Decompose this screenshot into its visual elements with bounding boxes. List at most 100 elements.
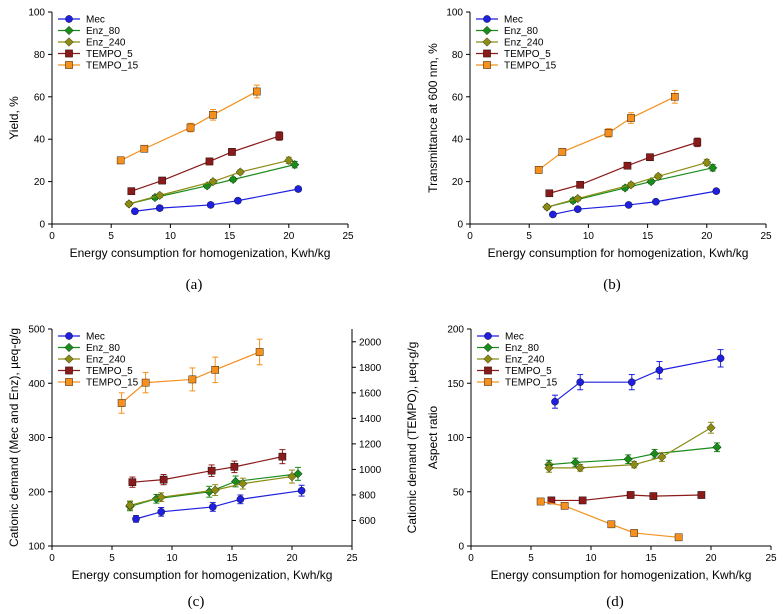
data-point <box>702 157 712 168</box>
legend-marker <box>65 366 73 375</box>
y-tick-label: 200 <box>28 487 45 498</box>
data-point <box>205 157 214 166</box>
data-point <box>206 201 215 209</box>
data-point <box>156 492 166 502</box>
data-point <box>230 463 239 471</box>
series-TEMPO_15 <box>534 89 679 174</box>
legend-marker <box>483 61 491 69</box>
data-point <box>255 348 264 356</box>
series-Mec <box>131 185 303 216</box>
y-tick-label: 80 <box>452 50 464 61</box>
x-tick-label: 5 <box>108 231 114 242</box>
legend-marker <box>484 332 492 340</box>
legend-label: Enz_240 <box>505 355 545 366</box>
legend-marker <box>484 378 492 386</box>
y2-tick-label: 2000 <box>359 337 382 348</box>
data-point <box>697 491 706 499</box>
data-point <box>228 148 236 156</box>
data-point <box>253 87 261 96</box>
data-point <box>207 466 216 475</box>
legend-marker <box>483 354 493 364</box>
data-point <box>655 366 664 375</box>
y-axis-title: Yield, % <box>7 96 21 140</box>
x-tick-label: 10 <box>585 553 597 564</box>
data-point <box>284 155 294 165</box>
series-line <box>128 159 289 205</box>
series-Enz_240 <box>544 421 716 473</box>
chart-panel-4: 0 5 10 15 20 25 0 50 100 150 200 Energy consumption… <box>426 325 777 611</box>
y-tick-label: 500 <box>28 325 45 336</box>
data-point <box>545 189 554 198</box>
y2-tick-label: 1200 <box>359 439 382 450</box>
panel-label: (b) <box>603 277 621 293</box>
data-point <box>287 471 297 482</box>
data-point <box>706 423 716 433</box>
data-point <box>140 144 149 153</box>
data-point <box>627 114 635 122</box>
data-point <box>628 378 636 386</box>
x-tick-label: 15 <box>642 231 654 242</box>
y-tick-label: 100 <box>28 542 45 553</box>
legend-label: TEMPO_5 <box>504 49 551 60</box>
x-tick-label: 15 <box>226 553 238 564</box>
x-tick-label: 25 <box>346 553 358 564</box>
data-point <box>228 174 238 185</box>
x-tick-label: 10 <box>166 553 178 564</box>
y-axis-title: Cationic demand (Mec and Enz), µeq-g/g <box>7 328 21 547</box>
legend-label: TEMPO_5 <box>505 366 552 377</box>
data-point <box>128 478 137 486</box>
data-point <box>558 148 567 156</box>
y-tick-label: 0 <box>458 542 464 553</box>
x-tick-label: 20 <box>701 231 713 242</box>
data-point <box>117 399 126 407</box>
data-point <box>623 161 632 170</box>
data-point <box>607 520 616 529</box>
data-point <box>155 190 165 200</box>
y2-tick-label: 1400 <box>359 414 382 425</box>
data-point <box>275 132 284 140</box>
series-TEMPO_5 <box>127 131 284 195</box>
x-tick-label: 20 <box>283 231 295 242</box>
data-point <box>674 533 683 542</box>
series-Enz_240 <box>124 155 294 209</box>
legend-label: Mec <box>86 332 105 343</box>
legend-marker <box>65 61 73 69</box>
x-tick-label: 15 <box>645 553 657 564</box>
legend-marker <box>483 342 493 353</box>
x-tick-label: 10 <box>583 231 595 242</box>
data-point <box>629 460 639 470</box>
data-point <box>132 515 140 523</box>
data-point <box>290 160 300 170</box>
y2-tick-label: 1800 <box>359 363 382 374</box>
legend-marker <box>64 354 74 364</box>
data-point <box>159 475 168 484</box>
data-point <box>578 496 587 505</box>
data-point <box>626 491 635 499</box>
data-point <box>294 185 303 193</box>
y2-tick-label: 1600 <box>359 388 382 399</box>
data-point <box>131 207 139 216</box>
y-tick-label: 200 <box>447 325 464 336</box>
series-Enz_240 <box>542 157 712 212</box>
data-point <box>208 177 218 187</box>
series-line <box>551 494 702 502</box>
legend-marker <box>65 332 73 340</box>
y-tick-label: 20 <box>452 177 464 188</box>
data-point <box>125 500 135 510</box>
data-point <box>210 485 220 495</box>
y-tick-label: 100 <box>446 8 463 19</box>
chart-panel-3: 0 5 10 15 20 25 100 200 300 400 500 600 800 1000 1200 1… <box>7 325 419 611</box>
data-point <box>124 199 134 209</box>
series-TEMPO_15 <box>536 497 683 542</box>
data-point <box>278 452 287 461</box>
data-point <box>604 129 613 137</box>
data-point <box>549 210 557 219</box>
legend-label: Enz_240 <box>86 355 126 366</box>
data-point <box>576 180 584 189</box>
data-point <box>127 187 136 195</box>
legend-marker <box>65 378 73 386</box>
series-Mec <box>549 187 721 219</box>
y-tick-label: 40 <box>452 135 464 146</box>
series-TEMPO_15 <box>116 84 261 165</box>
legend-label: Enz_80 <box>505 343 539 354</box>
